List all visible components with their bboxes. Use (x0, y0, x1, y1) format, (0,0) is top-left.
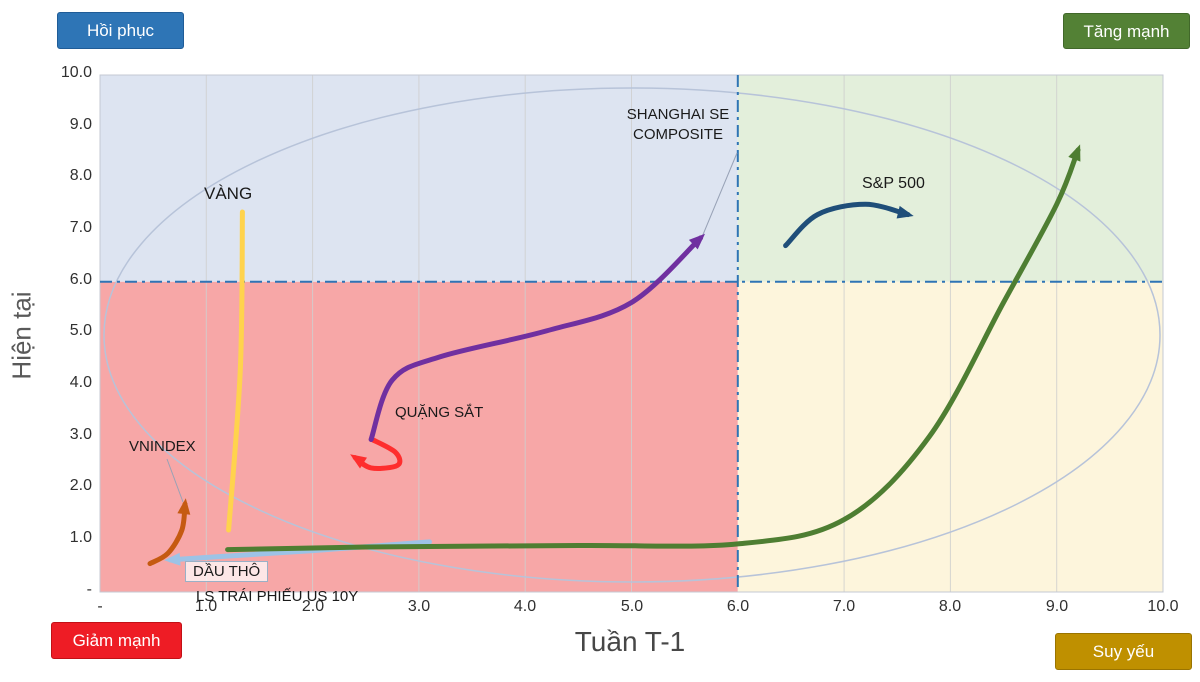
quadrant-button-strong-rise[interactable]: Tăng mạnh (1063, 13, 1190, 49)
y-tick: 3.0 (69, 426, 92, 443)
sp500-curve (783, 201, 911, 249)
label-shanghai-composite: SHANGHAI SE COMPOSITE (603, 105, 753, 146)
x-tick: 7.0 (832, 598, 856, 615)
shanghai_se_composite-arrowhead (688, 233, 705, 250)
y-tick: 1.0 (69, 529, 92, 546)
y-tick: 7.0 (69, 219, 92, 236)
vnindex-arrowhead (177, 498, 191, 515)
label-gold: VÀNG (204, 184, 253, 203)
label-sp500: S&P 500 (862, 175, 925, 192)
shanghai_se_composite-curve (368, 235, 704, 442)
vnindex-leader-line (166, 458, 184, 503)
y-tick: 6.0 (69, 271, 92, 288)
x-tick: 10.0 (1147, 598, 1179, 615)
label-us10y-bond: LS TRÁI PHIẾU US 10Y (196, 588, 359, 605)
x-tick: - (97, 598, 103, 615)
y-tick: 10.0 (60, 64, 92, 81)
x-tick: 6.0 (726, 598, 750, 615)
label-iron-ore: QUẶNG SẮT (395, 404, 484, 421)
y-tick: 2.0 (69, 477, 92, 494)
shanghai-leader-line (701, 152, 738, 238)
x-tick: 4.0 (513, 598, 537, 615)
y-tick: 9.0 (69, 116, 92, 133)
y-tick: 5.0 (69, 322, 92, 339)
series-layer (147, 144, 1081, 567)
quang_sat-arrowhead (350, 454, 367, 469)
label-vnindex: VNINDEX (129, 438, 196, 455)
sp500-arrowhead (896, 205, 914, 219)
dau_tho-arrowhead (164, 552, 181, 566)
x-tick: 3.0 (407, 598, 431, 615)
quang_sat-curve (352, 437, 403, 471)
x-tick: 1.0 (194, 598, 218, 615)
ls_trai_phieu_us10y-curve (225, 147, 1081, 553)
gridlines (205, 75, 1058, 592)
quadrant-button-weakening[interactable]: Suy yếu (1055, 633, 1192, 670)
quadrant-button-strong-fall[interactable]: Giảm mạnh (51, 622, 182, 659)
label-shanghai-line1: SHANGHAI SE (626, 106, 730, 123)
trend-ellipse (103, 87, 1161, 583)
y-tick: 8.0 (69, 167, 92, 184)
x-tick: 2.0 (301, 598, 325, 615)
quadrant-dividers (100, 75, 1163, 592)
y-axis-title: Hiện tại (6, 291, 37, 380)
leader-lines (166, 152, 738, 503)
y-tick: - (86, 581, 92, 598)
plot-border (99, 74, 1164, 593)
y-tick: 4.0 (69, 374, 92, 391)
vang-curve (226, 209, 245, 533)
x-axis-title: Tuần T-1 (574, 626, 686, 657)
vnindex-curve (147, 501, 188, 567)
label-crude-oil: DẦU THÔ (185, 561, 269, 582)
quadrant-button-recovery[interactable]: Hồi phục (57, 12, 184, 49)
ls_trai_phieu_us10y-arrowhead (1068, 144, 1081, 162)
x-tick: 5.0 (620, 598, 644, 615)
x-tick: 8.0 (938, 598, 962, 615)
label-shanghai-line2: COMPOSITE (632, 126, 723, 144)
x-tick: 9.0 (1045, 598, 1069, 615)
